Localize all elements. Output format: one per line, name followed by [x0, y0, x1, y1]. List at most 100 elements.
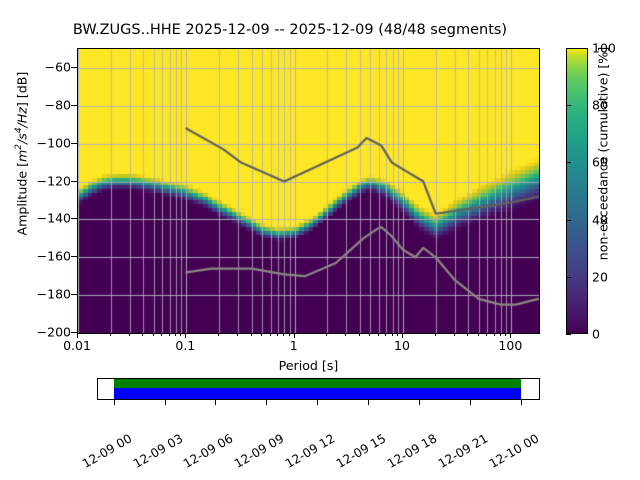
y-tick-mark [71, 143, 77, 145]
y-tick-label: −60 [44, 59, 71, 75]
x-tick-mark [261, 333, 263, 336]
x-tick-mark [277, 333, 279, 336]
x-tick-mark [283, 333, 285, 336]
y-tick-mark [71, 332, 77, 334]
x-tick-mark [161, 333, 163, 336]
coverage-tick-label: 12-09 03 [130, 431, 185, 471]
x-tick-mark [486, 333, 488, 336]
x-tick-mark [345, 333, 347, 336]
x-tick-mark [467, 333, 469, 336]
colorbar-tick-label: 100 [592, 40, 616, 56]
coverage-tick-label: 12-09 06 [181, 431, 236, 471]
x-tick-mark [510, 333, 512, 338]
x-tick-mark [169, 333, 171, 336]
x-tick-mark [385, 333, 387, 336]
colorbar-tick-mark [566, 220, 571, 222]
x-tick-mark [294, 333, 296, 338]
y-tick-mark [71, 67, 77, 69]
coverage-tick-mark [419, 400, 421, 405]
coverage-tick-label: 12-10 00 [486, 431, 542, 471]
data-coverage-segment [113, 388, 521, 399]
x-tick-mark [270, 333, 272, 336]
x-tick-mark [402, 333, 404, 338]
x-tick-mark [494, 333, 496, 336]
coverage-tick-mark [215, 400, 217, 405]
x-tick-mark [505, 333, 507, 336]
x-tick-mark [129, 333, 131, 336]
x-tick-mark [369, 333, 371, 336]
x-tick-mark [175, 333, 177, 336]
colorbar-tick-label: 80 [592, 97, 608, 113]
x-tick-label: 0.01 [63, 338, 91, 353]
x-tick-mark [237, 333, 239, 336]
y-tick-mark [71, 105, 77, 107]
figure-title: BW.ZUGS..HHE 2025-12-09 -- 2025-12-09 (4… [72, 22, 508, 38]
x-tick-label: 0.1 [175, 338, 196, 353]
coverage-tick-mark [165, 400, 167, 405]
x-tick-label: 1 [289, 338, 298, 353]
x-tick-mark [251, 333, 253, 336]
psd-plot-area[interactable] [77, 48, 540, 334]
x-tick-mark [142, 333, 144, 336]
coverage-tick-label: 12-09 00 [79, 431, 135, 471]
x-tick-mark [180, 333, 182, 336]
x-tick-mark [378, 333, 380, 336]
colorbar-tick-mark [566, 277, 571, 279]
coverage-tick-label: 12-09 15 [333, 431, 389, 471]
colorbar-tick-mark [566, 48, 571, 50]
x-tick-mark [218, 333, 220, 336]
y-tick-mark [71, 256, 77, 258]
x-tick-mark [478, 333, 480, 336]
y-tick-mark [71, 181, 77, 183]
y-axis-unit-exp2: 4 [14, 127, 25, 134]
coverage-tick-mark [470, 400, 472, 405]
y-tick-label: −140 [36, 210, 71, 226]
y-tick-label: −100 [36, 135, 71, 151]
y-tick-label: −180 [36, 286, 71, 302]
coverage-tick-label: 12-09 21 [435, 431, 491, 471]
colorbar-tick-mark [566, 105, 571, 107]
coverage-tick-mark [266, 400, 268, 405]
y-tick-label: −80 [44, 97, 71, 113]
y-axis-unit-m: m [14, 149, 30, 162]
colorbar-tick-mark [566, 162, 571, 164]
x-tick-mark [359, 333, 361, 336]
y-tick-label: −200 [36, 324, 71, 340]
noise-model-lines [78, 49, 539, 333]
colorbar-tick-label: 40 [592, 212, 608, 228]
colorbar-tick-mark [566, 334, 571, 336]
colorbar-tick-label: 0 [592, 326, 600, 342]
y-tick-mark [71, 294, 77, 296]
coverage-tick-label: 12-09 18 [384, 431, 440, 471]
x-tick-mark [289, 333, 291, 336]
x-tick-label: 100 [498, 338, 523, 353]
y-tick-label: −160 [36, 248, 71, 264]
coverage-bar[interactable] [97, 378, 540, 400]
colorbar-title: non-exceedance (cumulative) [%] [595, 46, 611, 261]
x-tick-mark [397, 333, 399, 336]
y-tick-mark [71, 218, 77, 220]
x-tick-mark [110, 333, 112, 336]
x-tick-mark [392, 333, 394, 336]
x-tick-mark [454, 333, 456, 336]
x-tick-mark [435, 333, 437, 336]
x-tick-mark [500, 333, 502, 336]
coverage-tick-mark [114, 400, 116, 405]
x-tick-mark [153, 333, 155, 336]
x-tick-mark [77, 333, 79, 338]
x-axis-title: Period [s] [278, 358, 339, 373]
x-tick-mark [185, 333, 187, 338]
coverage-tick-mark [521, 400, 523, 405]
y-tick-label: −120 [36, 173, 71, 189]
coverage-tick-mark [368, 400, 370, 405]
colorbar-tick-label: 20 [592, 269, 608, 285]
coverage-tick-label: 12-09 12 [283, 431, 338, 471]
colorbar [566, 48, 588, 334]
x-tick-label: 10 [394, 338, 410, 353]
coverage-tick-mark [317, 400, 319, 405]
psd-coverage-segment [113, 379, 521, 388]
colorbar-tick-label: 60 [592, 154, 608, 170]
x-tick-mark [326, 333, 328, 336]
coverage-tick-label: 12-09 09 [232, 431, 287, 471]
